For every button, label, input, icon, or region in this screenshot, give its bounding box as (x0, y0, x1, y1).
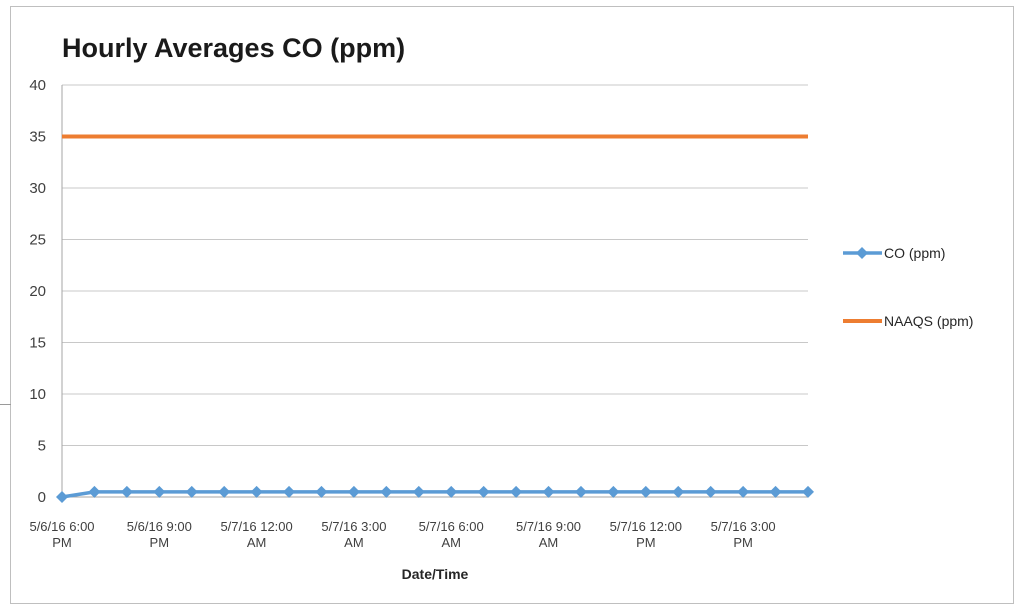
y-tick-label: 25 (29, 232, 46, 249)
data-point (607, 485, 620, 498)
data-point (185, 485, 198, 498)
data-point (445, 485, 458, 498)
data-point (88, 485, 101, 498)
data-point (283, 485, 296, 498)
y-tick-label: 40 (29, 77, 46, 94)
data-point (315, 485, 328, 498)
x-tick-label: AM (247, 535, 267, 550)
y-tick-labels: 0 5 10 15 20 25 30 35 40 (29, 77, 46, 506)
x-tick-label: 5/6/16 9:00 (127, 519, 192, 534)
chart-title: Hourly Averages CO (ppm) (62, 33, 405, 63)
data-point (120, 485, 133, 498)
data-point (542, 485, 555, 498)
data-point (347, 485, 360, 498)
data-point (672, 485, 685, 498)
x-tick-label: AM (344, 535, 364, 550)
legend-label: CO (ppm) (884, 245, 945, 261)
x-tick-label: PM (52, 535, 72, 550)
data-point (412, 485, 425, 498)
x-tick-label: 5/7/16 6:00 (419, 519, 484, 534)
data-point (380, 485, 393, 498)
legend-marker (856, 247, 868, 259)
y-tick-label: 15 (29, 335, 46, 352)
y-tick-label: 20 (29, 283, 46, 300)
x-tick-label: 5/7/16 3:00 (711, 519, 776, 534)
data-point (477, 485, 490, 498)
y-tick-label: 0 (38, 489, 46, 506)
x-tick-label: 5/7/16 3:00 (321, 519, 386, 534)
y-tick-label: 35 (29, 129, 46, 146)
x-axis-title: Date/Time (402, 566, 469, 582)
x-tick-label: AM (441, 535, 461, 550)
x-tick-label: 5/6/16 6:00 (29, 519, 94, 534)
y-tick-label: 5 (38, 438, 46, 455)
data-point (737, 485, 750, 498)
x-tick-label: 5/7/16 12:00 (610, 519, 682, 534)
x-tick-label: AM (539, 535, 559, 550)
data-point (510, 485, 523, 498)
x-tick-label: 5/7/16 9:00 (516, 519, 581, 534)
data-point (574, 485, 587, 498)
x-tick-label: 5/7/16 12:00 (220, 519, 292, 534)
series-line-0 (61, 490, 808, 499)
y-tick-label: 30 (29, 180, 46, 197)
data-point (769, 485, 782, 498)
chart-frame (10, 6, 1014, 604)
data-point (704, 485, 717, 498)
x-tick-label: PM (636, 535, 656, 550)
x-tick-label: PM (150, 535, 170, 550)
data-point (639, 485, 652, 498)
legend-label: NAAQS (ppm) (884, 313, 973, 329)
x-tick-label: PM (733, 535, 753, 550)
data-point (218, 485, 231, 498)
data-point (802, 485, 814, 498)
legend: CO (ppm) NAAQS (ppm) (843, 245, 973, 329)
data-point (56, 491, 68, 503)
gridlines (61, 84, 808, 498)
data-point (250, 485, 263, 498)
y-tick-label: 10 (29, 386, 46, 403)
left-edge-stub-line (0, 404, 11, 405)
data-point (153, 485, 166, 498)
series-group (56, 134, 814, 503)
